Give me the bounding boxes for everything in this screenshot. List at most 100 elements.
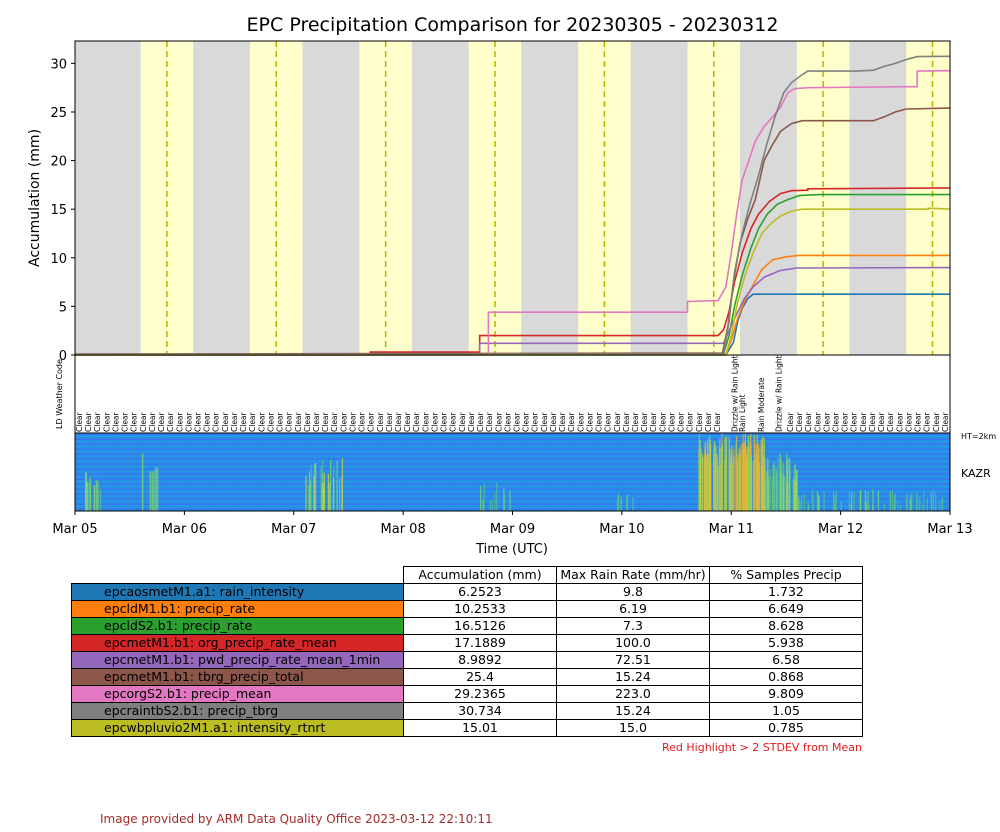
kazr-echo	[746, 455, 748, 511]
day-band	[140, 41, 194, 355]
weather-code-label: Clear	[859, 411, 868, 432]
stats-row: epcaosmetM1.a1: rain_intensity 6.2523 9.8 1…	[71, 583, 863, 601]
stats-row-label: epcmetM1.b1: tbrg_precip_total	[71, 668, 404, 686]
y-tick-label: 10	[50, 252, 67, 267]
stats-percent: 8.628	[709, 617, 863, 635]
weather-code-label: Clear	[157, 411, 166, 432]
weather-code-label: Clear	[649, 411, 658, 432]
kazr-echo	[872, 504, 874, 511]
weather-code-label: Clear	[877, 411, 886, 432]
y-axis-label: Accumulation (mm)	[27, 129, 43, 267]
kazr-echo	[916, 496, 918, 511]
kazr-echo	[786, 460, 788, 511]
kazr-echo	[865, 502, 867, 511]
weather-code-label: Clear	[394, 411, 403, 432]
stats-max-rate: 15.24	[556, 668, 710, 686]
kazr-echo	[616, 499, 618, 511]
weather-code-label: Clear	[385, 411, 394, 432]
kazr-echo	[738, 448, 740, 511]
kazr-echo	[799, 500, 801, 511]
kazr-echo	[721, 444, 723, 511]
kazr-echo	[905, 497, 907, 511]
weather-code-label: Clear	[631, 411, 640, 432]
kazr-echo	[308, 471, 311, 511]
kazr-echo	[772, 464, 774, 511]
kazr-echo	[868, 504, 870, 511]
kazr-echo	[315, 463, 317, 511]
kazr-echo	[795, 470, 797, 511]
kazr-echo	[305, 475, 307, 511]
kazr-echo	[747, 436, 750, 511]
weather-code-label: Clear	[868, 411, 877, 432]
weather-code-label: Clear	[175, 411, 184, 432]
y-axis-ticks: 0 5 10 15 20 25 30	[50, 57, 75, 364]
series-line-7	[74, 55, 951, 356]
x-tick-label: Mar 07	[271, 522, 316, 537]
series-line-2	[74, 193, 950, 356]
stats-accumulation: 10.2533	[403, 600, 557, 618]
stats-row-label: epcaosmetM1.a1: rain_intensity	[71, 583, 404, 601]
weather-code-label: Clear	[321, 411, 330, 432]
weather-code-label: Clear	[166, 411, 175, 432]
stats-row: epcldS2.b1: precip_rate 16.5126 7.3 8.628	[71, 617, 863, 635]
stats-row: epcwbpluvio2M1.a1: intensity_rtnrt 15.01 1…	[71, 719, 863, 737]
stats-header-percent: % Samples Precip	[709, 566, 863, 584]
kazr-echo	[327, 473, 329, 511]
y-tick-label: 0	[59, 349, 67, 364]
weather-code-label: Clear	[923, 411, 932, 432]
kazr-echo	[834, 495, 836, 511]
figure: 0 5 10 15 20 25 30 Accumulation (mm) LD Weathe…	[27, 40, 996, 557]
kazr-echo	[792, 478, 794, 511]
kazr-echo	[85, 472, 87, 511]
kazr-echoes	[85, 433, 943, 511]
stats-max-rate: 7.3	[556, 617, 710, 635]
kazr-echo	[897, 500, 899, 511]
kazr-echo	[700, 448, 702, 511]
x-tick-label: Mar 06	[162, 522, 207, 537]
image-credit: Image provided by ARM Data Quality Offic…	[100, 812, 493, 826]
kazr-echo	[784, 477, 786, 511]
weather-code-label: Clear	[522, 411, 531, 432]
weather-code-label: Clear	[677, 411, 686, 432]
kazr-label: KAZR	[961, 467, 991, 480]
kazr-echo	[702, 457, 704, 511]
kazr-echo	[801, 495, 803, 511]
weather-code-label: Clear	[704, 411, 713, 432]
kazr-echo	[155, 466, 157, 511]
y-tick-label: 30	[50, 57, 67, 72]
kazr-echo	[714, 460, 716, 511]
weather-code-label: Clear	[813, 411, 822, 432]
kazr-echo	[864, 490, 867, 511]
kazr-echo	[698, 459, 700, 511]
y-tick-label: 5	[59, 300, 67, 315]
kazr-echo	[909, 498, 911, 511]
weather-code-axis-label: LD Weather Code	[55, 359, 64, 429]
kazr-echo	[491, 499, 493, 511]
weather-code-label: Clear	[93, 411, 102, 432]
weather-code-special: Rain Light	[738, 394, 747, 432]
kazr-echo	[310, 464, 312, 511]
kazr-echo	[320, 465, 322, 511]
weather-code-label: Clear	[130, 411, 139, 432]
stats-max-rate: 72.51	[556, 651, 710, 669]
stats-percent: 6.649	[709, 600, 863, 618]
kazr-echo	[922, 504, 924, 511]
weather-code-special: Rain Moderate	[757, 377, 766, 432]
weather-code-label: Clear	[904, 411, 913, 432]
weather-code-label: Clear	[75, 411, 84, 432]
x-tick-label: Mar 05	[52, 522, 97, 537]
kazr-echo	[93, 485, 96, 511]
kazr-echo	[483, 483, 485, 511]
weather-code-label: Clear	[822, 411, 831, 432]
kazr-echo	[328, 483, 330, 511]
stats-percent: 6.58	[709, 651, 863, 669]
kazr-echo	[906, 493, 908, 511]
kazr-echo	[899, 504, 901, 511]
kazr-echo	[97, 481, 99, 511]
weather-code-label: Clear	[458, 411, 467, 432]
kazr-echo	[941, 497, 943, 511]
weather-code-label: Clear	[184, 411, 193, 432]
weather-code-label: Clear	[585, 411, 594, 432]
weather-code-label: Clear	[604, 411, 613, 432]
stats-header-blank	[72, 567, 404, 584]
